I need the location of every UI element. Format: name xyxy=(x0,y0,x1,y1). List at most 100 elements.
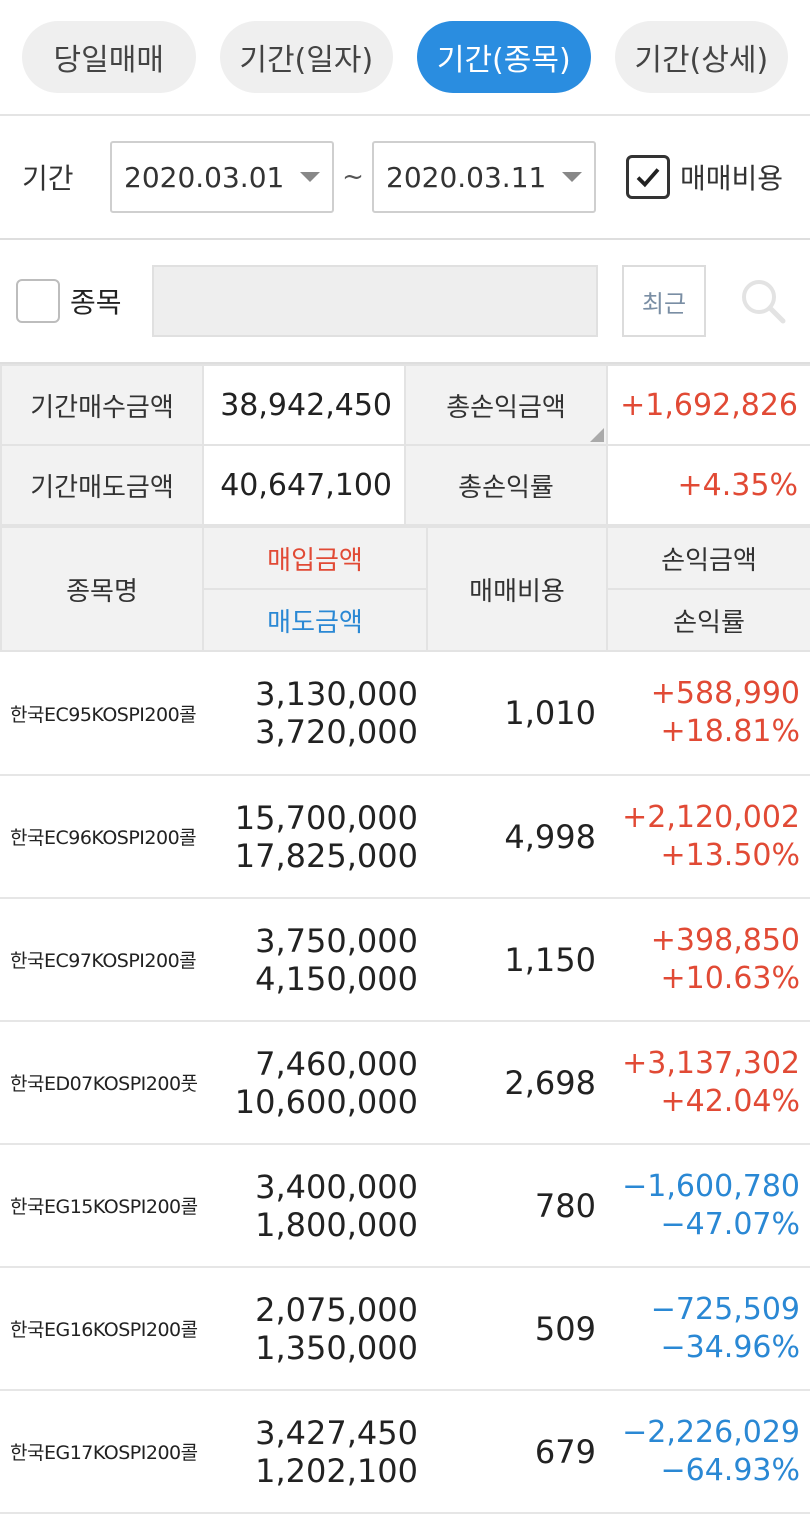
stock-search-input[interactable] xyxy=(152,265,598,337)
stock-name: 한국EG16KOSPI200콜 xyxy=(0,1267,202,1391)
buy-sell-amounts: 7,460,000 10,600,000 xyxy=(202,1021,426,1145)
buy-sell-amounts: 3,400,000 1,800,000 xyxy=(202,1144,426,1268)
sell-amount: 1,350,000 xyxy=(255,1328,418,1367)
buy-sell-amounts: 15,700,000 17,825,000 xyxy=(202,775,426,899)
pl-amount: +2,120,002 xyxy=(622,799,800,835)
fee-checkbox[interactable]: 매매비용 xyxy=(626,155,783,199)
buy-amount: 7,460,000 xyxy=(255,1044,418,1083)
table-row[interactable]: 한국EG17KOSPI200콜 3,427,450 1,202,100 679 −2,2… xyxy=(0,1390,810,1514)
trade-fee: 1,150 xyxy=(426,898,606,1022)
profit-loss: −1,600,780 −47.07% xyxy=(606,1144,810,1268)
trade-fee: 2,698 xyxy=(426,1021,606,1145)
stock-name: 한국EC95KOSPI200콜 xyxy=(0,652,202,776)
pl-amount: −1,600,780 xyxy=(622,1168,800,1204)
profit-loss: +588,990 +18.81% xyxy=(606,652,810,776)
buy-sell-amounts: 2,075,000 1,350,000 xyxy=(202,1267,426,1391)
sell-amount: 3,720,000 xyxy=(255,713,418,751)
col-sell-amount: 매도금액 xyxy=(202,588,428,652)
buy-amount: 3,427,450 xyxy=(255,1413,418,1452)
stock-name: 한국EG17KOSPI200콜 xyxy=(0,1390,202,1514)
sell-amount: 10,600,000 xyxy=(234,1082,418,1121)
pl-rate: −64.93% xyxy=(660,1452,800,1488)
buy-amount: 3,400,000 xyxy=(255,1167,418,1206)
buy-amount: 3,130,000 xyxy=(255,675,418,713)
stock-search-row: 종목 최근 xyxy=(0,240,810,364)
trade-fee: 509 xyxy=(426,1267,606,1391)
start-date-select[interactable]: 2020.03.01 xyxy=(110,141,334,213)
pl-amount: −2,226,029 xyxy=(622,1414,800,1450)
sell-amount: 17,825,000 xyxy=(234,836,418,875)
period-row: 기간 2020.03.01 ~ 2020.03.11 매매비용 xyxy=(0,116,810,240)
recent-button[interactable]: 최근 xyxy=(622,265,706,337)
end-date-value: 2020.03.11 xyxy=(386,160,547,194)
col-buy-amount: 매입금액 xyxy=(202,526,428,590)
table-row[interactable]: 한국EC95KOSPI200콜 3,130,000 3,720,000 1,010 +5… xyxy=(0,652,810,776)
pl-amount: −725,509 xyxy=(650,1291,800,1327)
pl-rate: −47.07% xyxy=(660,1206,800,1242)
pl-rate: +10.63% xyxy=(660,960,800,996)
buy-amount: 15,700,000 xyxy=(234,798,418,837)
sell-total-label: 기간매도금액 xyxy=(0,444,204,526)
table-row[interactable]: 한국EG16KOSPI200콜 2,075,000 1,350,000 509 −725… xyxy=(0,1267,810,1391)
table-row[interactable]: 한국ED07KOSPI200풋 7,460,000 10,600,000 2,698 +… xyxy=(0,1021,810,1145)
profit-loss: −725,509 −34.96% xyxy=(606,1267,810,1391)
table-row[interactable]: 한국EC97KOSPI200콜 3,750,000 4,150,000 1,150 +3… xyxy=(0,898,810,1022)
pl-total-label[interactable]: 총손익금액 xyxy=(404,364,608,446)
pl-total-value: +1,692,826 xyxy=(606,364,810,446)
tab-period-by-stock[interactable]: 기간(종목) xyxy=(417,21,591,93)
tab-period-detail[interactable]: 기간(상세) xyxy=(614,21,788,93)
buy-sell-amounts: 3,130,000 3,720,000 xyxy=(202,652,426,776)
table-row[interactable]: 한국EG15KOSPI200콜 3,400,000 1,800,000 780 −1,6… xyxy=(0,1144,810,1268)
sell-amount: 1,202,100 xyxy=(255,1451,418,1490)
period-label: 기간 xyxy=(22,162,74,195)
profit-loss: +2,120,002 +13.50% xyxy=(606,775,810,899)
stock-name: 한국EC97KOSPI200콜 xyxy=(0,898,202,1022)
col-pl-rate: 손익률 xyxy=(606,588,810,652)
stock-name: 한국EG15KOSPI200콜 xyxy=(0,1144,202,1268)
sell-total-value: 40,647,100 xyxy=(202,444,406,526)
results-table: 한국EC95KOSPI200콜 3,130,000 3,720,000 1,010 +5… xyxy=(0,652,810,1514)
table-row[interactable]: 한국EC96KOSPI200콜 15,700,000 17,825,000 4,998… xyxy=(0,775,810,899)
pl-rate-label: 총손익률 xyxy=(404,444,608,526)
fee-checkbox-label: 매매비용 xyxy=(680,162,784,195)
pl-rate: +42.04% xyxy=(660,1083,800,1119)
trade-fee: 679 xyxy=(426,1390,606,1514)
buy-sell-amounts: 3,750,000 4,150,000 xyxy=(202,898,426,1022)
checkbox-checked-icon[interactable] xyxy=(626,155,670,199)
results-header: 종목명 매입금액 매매비용 손익금액 매도금액 손익률 xyxy=(0,526,810,652)
date-separator: ~ xyxy=(342,162,364,192)
stock-name: 한국ED07KOSPI200풋 xyxy=(0,1021,202,1145)
pl-rate: +18.81% xyxy=(660,714,800,749)
buy-total-label: 기간매수금액 xyxy=(0,364,204,446)
pl-amount: +588,990 xyxy=(650,676,800,711)
profit-loss: +3,137,302 +42.04% xyxy=(606,1021,810,1145)
summary-table: 기간매수금액 38,942,450 총손익금액 +1,692,826 기간매도금… xyxy=(0,364,810,526)
stock-filter-checkbox[interactable] xyxy=(16,279,60,323)
sell-amount: 4,150,000 xyxy=(255,959,418,998)
pl-amount: +3,137,302 xyxy=(622,1045,800,1081)
pl-rate: +13.50% xyxy=(660,837,800,873)
profit-loss: −2,226,029 −64.93% xyxy=(606,1390,810,1514)
end-date-select[interactable]: 2020.03.11 xyxy=(372,141,596,213)
buy-sell-amounts: 3,427,450 1,202,100 xyxy=(202,1390,426,1514)
pl-rate-value: +4.35% xyxy=(606,444,810,526)
buy-amount: 2,075,000 xyxy=(255,1290,418,1329)
dropdown-arrow-icon xyxy=(300,172,320,182)
sell-amount: 1,800,000 xyxy=(255,1205,418,1244)
col-fee: 매매비용 xyxy=(426,526,608,652)
pl-amount: +398,850 xyxy=(650,922,800,958)
tab-period-by-date[interactable]: 기간(일자) xyxy=(219,21,393,93)
buy-total-value: 38,942,450 xyxy=(202,364,406,446)
search-icon[interactable] xyxy=(736,274,790,328)
tab-bar: 당일매매 기간(일자) 기간(종목) 기간(상세) xyxy=(0,0,810,116)
trade-fee: 780 xyxy=(426,1144,606,1268)
dropdown-arrow-icon xyxy=(562,172,582,182)
profit-loss: +398,850 +10.63% xyxy=(606,898,810,1022)
tab-daily-trades[interactable]: 당일매매 xyxy=(22,21,196,93)
trade-fee: 4,998 xyxy=(426,775,606,899)
col-stock-name: 종목명 xyxy=(0,526,204,652)
trade-fee: 1,010 xyxy=(426,652,606,776)
buy-amount: 3,750,000 xyxy=(255,921,418,960)
stock-name: 한국EC96KOSPI200콜 xyxy=(0,775,202,899)
stock-filter-label: 종목 xyxy=(70,286,122,319)
